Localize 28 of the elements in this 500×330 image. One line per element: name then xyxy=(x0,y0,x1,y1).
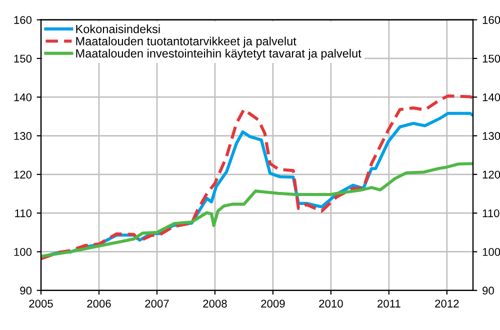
line-series xyxy=(41,162,473,258)
y-tick-label: 110 xyxy=(15,209,32,218)
y2-tick-label: 150 xyxy=(482,54,500,63)
y2-tick-label: 160 xyxy=(482,16,500,24)
y2-tick-label: 130 xyxy=(482,132,500,140)
y-tick-label: 140 xyxy=(14,93,32,102)
x-tick-label: 2009 xyxy=(261,300,285,308)
legend-label: Maatalouden tuotantotarvikkeet ja palvelut xyxy=(76,36,296,48)
x-tick-label: 2010 xyxy=(319,300,343,308)
x-tick-label: 2005 xyxy=(29,300,53,308)
x-tick-label: 2007 xyxy=(145,300,169,308)
x-tick-label: 2006 xyxy=(87,300,111,308)
x-tick-label: 2012 xyxy=(435,300,459,308)
legend-label: Kokonaisindeksi xyxy=(76,24,160,34)
y2-tick-label: 90 xyxy=(482,286,494,295)
legend-label: Maatalouden investointeihin käytetyt tavarat ja palvelut xyxy=(76,48,362,60)
y-tick-label: 100 xyxy=(14,248,32,256)
y2-tick-label: 110 xyxy=(482,209,500,218)
y-tick-label: 130 xyxy=(14,132,32,140)
y-tick-label: 120 xyxy=(14,170,32,179)
y2-tick-label: 100 xyxy=(482,248,500,256)
x-tick-label: 2011 xyxy=(378,300,400,308)
y2-tick-label: 140 xyxy=(482,93,500,102)
y2-tick-label: 120 xyxy=(482,170,500,179)
y-tick-label: 150 xyxy=(14,54,32,63)
y-tick-label: 90 xyxy=(20,286,32,295)
x-tick-label: 2008 xyxy=(203,300,227,308)
y-tick-label: 160 xyxy=(14,16,32,24)
